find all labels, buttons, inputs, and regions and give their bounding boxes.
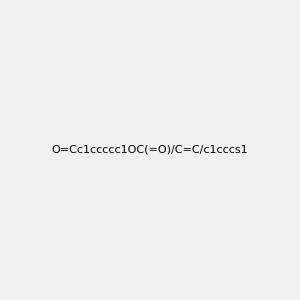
Text: O=Cc1ccccc1OC(=O)/C=C/c1cccs1: O=Cc1ccccc1OC(=O)/C=C/c1cccs1 (52, 145, 248, 155)
